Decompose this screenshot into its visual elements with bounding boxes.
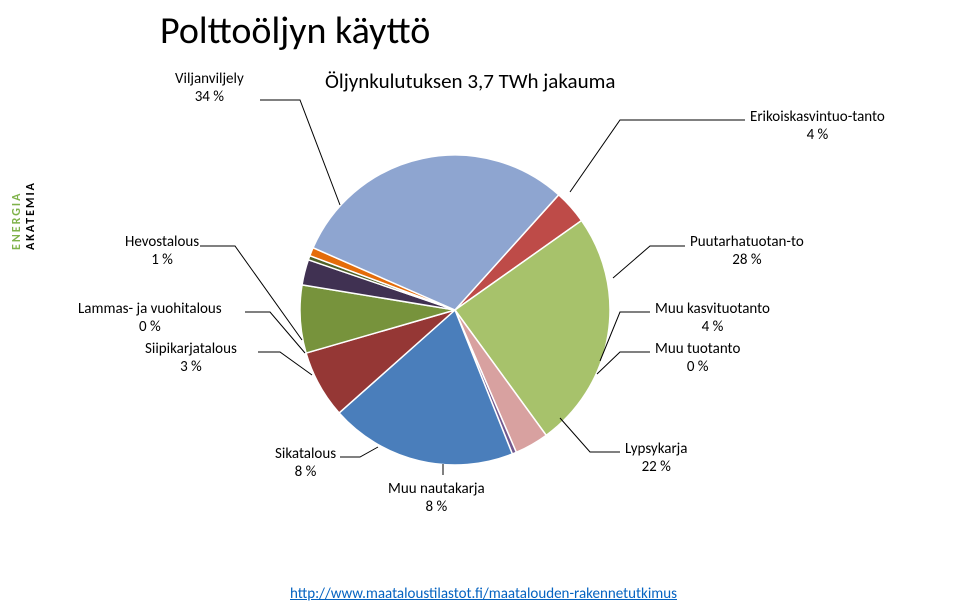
leader-line xyxy=(613,246,685,278)
pie-label-text: Lammas- ja vuohitalous xyxy=(78,300,222,318)
pie-label-pct: 22 % xyxy=(625,458,687,476)
pie-label-text: Muu nautakarja xyxy=(388,480,485,498)
pie-label-text: Erikoiskasvintuo-tanto xyxy=(750,108,885,126)
pie-label: Puutarhatuotan-to28 % xyxy=(690,233,804,269)
pie-label: Hevostalous1 % xyxy=(125,233,199,269)
pie-label-text: Sikatalous xyxy=(275,445,336,463)
pie-label-pct: 4 % xyxy=(750,126,885,144)
leader-line xyxy=(570,120,745,192)
pie-label-text: Siipikarjatalous xyxy=(145,340,237,358)
pie-label-pct: 28 % xyxy=(690,251,804,269)
pie-label: Sikatalous8 % xyxy=(275,445,336,481)
pie-label-pct: 0 % xyxy=(78,318,222,336)
pie-label: Lypsykarja22 % xyxy=(625,440,687,476)
pie-label-text: Lypsykarja xyxy=(625,440,687,458)
pie-label-pct: 8 % xyxy=(275,463,336,481)
pie-label-pct: 3 % xyxy=(145,358,237,376)
pie-label-text: Viljanviljely xyxy=(175,70,244,88)
pie-label-text: Muu tuotanto xyxy=(655,340,740,358)
pie-label-pct: 0 % xyxy=(655,358,740,376)
pie-label: Lammas- ja vuohitalous0 % xyxy=(78,300,222,336)
pie-label: Muu kasvituotanto4 % xyxy=(655,300,770,336)
pie-label-text: Hevostalous xyxy=(125,233,199,251)
leader-line xyxy=(597,352,650,374)
pie-label-pct: 8 % xyxy=(388,498,485,516)
leader-line xyxy=(245,312,305,353)
leader-line xyxy=(560,418,620,452)
pie-label-pct: 4 % xyxy=(655,318,770,336)
leader-line xyxy=(258,352,312,375)
leader-line xyxy=(260,100,340,205)
source-link[interactable]: http://www.maataloustilastot.fi/maatalou… xyxy=(290,585,677,603)
pie-label: Muu tuotanto0 % xyxy=(655,340,740,376)
pie-label: Muu nautakarja8 % xyxy=(388,480,485,516)
pie-label: Siipikarjatalous3 % xyxy=(145,340,237,376)
leader-line xyxy=(600,312,650,361)
pie-label-text: Muu kasvituotanto xyxy=(655,300,770,318)
pie-label-text: Puutarhatuotan-to xyxy=(690,233,804,251)
pie-label: Viljanviljely34 % xyxy=(175,70,244,106)
pie-label-pct: 1 % xyxy=(125,251,199,269)
leader-line xyxy=(340,447,378,457)
pie-label: Erikoiskasvintuo-tanto4 % xyxy=(750,108,885,144)
pie-label-pct: 34 % xyxy=(175,88,244,106)
